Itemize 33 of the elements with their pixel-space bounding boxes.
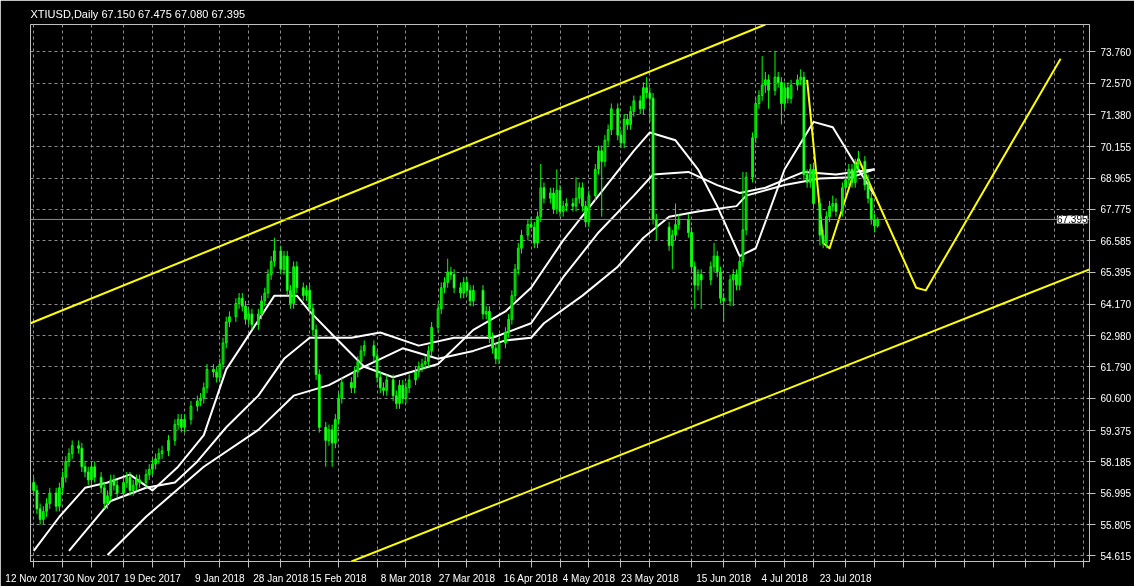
x-tick-label: 9 Jan 2018: [195, 572, 246, 584]
x-tick-label: 4 May 2018: [562, 572, 616, 584]
x-tick-label: 16 Apr 2018: [503, 572, 559, 584]
x-tick-label: 8 Mar 2018: [380, 572, 432, 584]
x-tick-label: 15 Jun 2018: [696, 572, 752, 584]
y-tick-label: 58.185: [1100, 456, 1132, 468]
x-tick-label: 30 Nov 2017: [63, 572, 121, 584]
y-tick-label: 61.790: [1100, 361, 1132, 373]
x-tick-label: 23 May 2018: [620, 572, 680, 584]
y-tick-label: 56.995: [1100, 488, 1132, 500]
x-tick-label: 4 Jul 2018: [761, 572, 809, 584]
y-tick-label: 65.395: [1100, 267, 1132, 279]
y-tick-label: 66.585: [1100, 235, 1132, 247]
y-tick-label: 55.805: [1100, 519, 1132, 531]
x-tick-label: 27 Mar 2018: [438, 572, 496, 584]
x-tick-label: 19 Dec 2017: [124, 572, 182, 584]
y-tick-label: 64.170: [1100, 299, 1132, 311]
ref-line-label: 67.395: [1056, 214, 1088, 226]
y-tick-label: 62.980: [1100, 330, 1132, 342]
x-tick-label: 15 Feb 2018: [310, 572, 368, 584]
y-tick-label: 70.155: [1100, 141, 1132, 153]
x-tick-label: 23 Jul 2018: [819, 572, 872, 584]
y-tick-label: 72.570: [1100, 78, 1132, 90]
y-tick-label: 68.965: [1100, 173, 1132, 185]
x-tick-label: 28 Jan 2018: [253, 572, 309, 584]
y-tick-label: 67.775: [1100, 204, 1132, 216]
y-tick-label: 54.615: [1100, 550, 1132, 562]
chart-title: XTIUSD,Daily 67.150 67.475 67.080 67.395: [30, 7, 246, 20]
y-tick-label: 71.380: [1100, 109, 1132, 121]
y-tick-label: 60.600: [1100, 393, 1132, 405]
x-tick-label: 12 Nov 2017: [5, 572, 63, 584]
y-tick-label: 59.375: [1100, 425, 1132, 437]
y-tick-label: 73.760: [1100, 46, 1132, 58]
